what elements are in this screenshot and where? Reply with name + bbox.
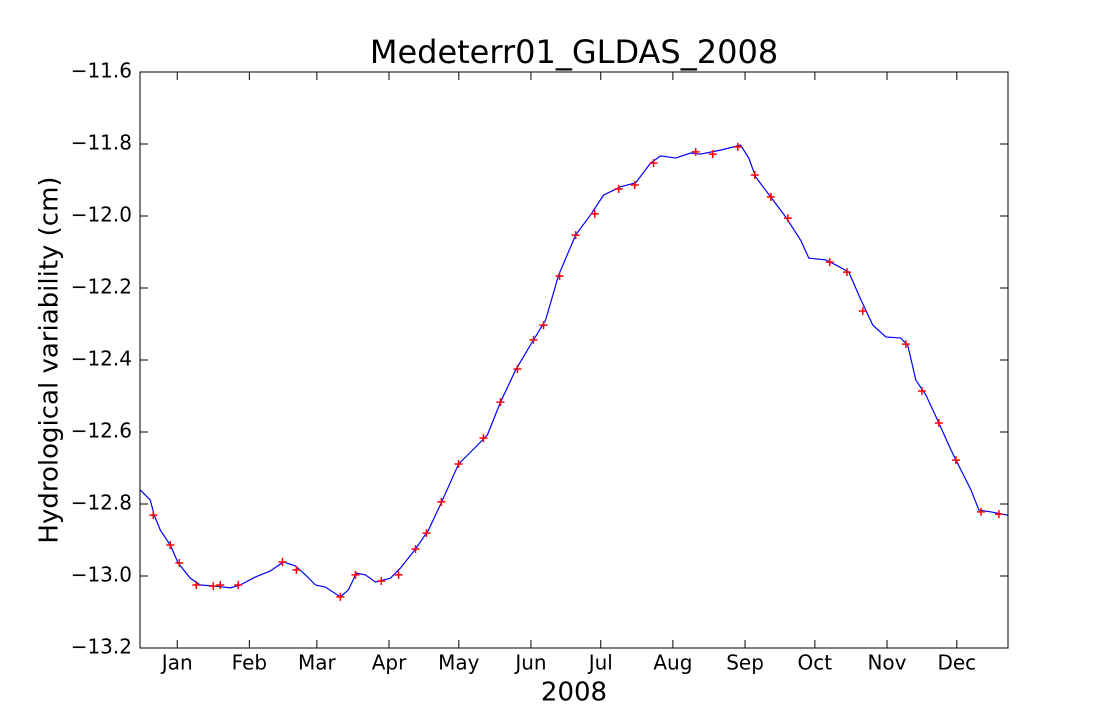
marker	[750, 170, 759, 179]
marker	[614, 185, 623, 193]
line	[139, 144, 1009, 598]
x-axis-label: 2008	[541, 678, 607, 708]
marker	[394, 570, 403, 579]
marker	[649, 159, 658, 168]
marker	[555, 272, 564, 281]
marker	[422, 529, 431, 538]
marker	[149, 511, 158, 520]
x-tick-label: Jan	[160, 651, 193, 675]
x-tick-label: Mar	[298, 651, 337, 675]
x-tick-label: Oct	[798, 651, 833, 675]
x-tick-label: Aug	[653, 651, 692, 675]
marker	[209, 582, 218, 591]
marker	[377, 577, 386, 586]
marker	[571, 231, 580, 240]
marker	[733, 142, 742, 151]
marker	[479, 434, 488, 443]
marker	[858, 307, 867, 316]
y-tick-label: −11.8	[71, 131, 132, 155]
y-tick-label: −12.6	[71, 419, 132, 443]
marker	[292, 565, 301, 574]
marker	[691, 147, 700, 156]
y-axis-label: Hydrological variability (cm)	[35, 176, 65, 543]
marker	[766, 192, 775, 201]
marker	[529, 335, 538, 344]
marker	[901, 340, 910, 349]
x-tick-label: Dec	[937, 651, 976, 675]
marker	[630, 181, 639, 190]
y-tick-label: −12.8	[71, 491, 132, 515]
marker	[708, 150, 717, 159]
x-tick-label: Feb	[232, 651, 267, 675]
marker	[539, 321, 548, 330]
y-tick-label: −13.0	[71, 563, 132, 587]
plot-frame	[139, 71, 1009, 649]
marker	[192, 581, 201, 589]
marker	[783, 214, 792, 223]
x-tick-label: Jun	[513, 651, 546, 675]
marker	[166, 541, 175, 550]
y-tick-label: −13.2	[71, 635, 132, 659]
x-tick-label: Apr	[372, 651, 407, 675]
marker	[825, 258, 834, 267]
chart-title: Medeterr01_GLDAS_2008	[370, 33, 778, 71]
marker	[437, 497, 446, 506]
y-tick-label: −12.0	[71, 203, 132, 227]
x-tick-label: Nov	[867, 651, 906, 675]
marker	[513, 365, 522, 373]
marker	[336, 592, 345, 601]
x-tick-label: Sep	[726, 651, 764, 675]
marker	[411, 545, 420, 553]
marker	[917, 386, 926, 395]
marker	[454, 460, 463, 469]
x-tick-label: Jul	[587, 651, 613, 675]
marker	[842, 268, 851, 277]
y-tick-label: −11.6	[71, 59, 132, 83]
marker	[496, 398, 505, 407]
y-tick-label: −12.4	[71, 347, 132, 371]
marker	[175, 559, 184, 568]
marker	[351, 570, 360, 579]
x-tick-label: May	[438, 651, 480, 675]
marker	[234, 581, 243, 589]
marker	[278, 557, 287, 566]
marker	[994, 510, 1003, 519]
marker	[216, 581, 225, 589]
marker	[590, 209, 599, 218]
y-tick-label: −12.2	[71, 275, 132, 299]
marker	[951, 456, 960, 465]
marker	[977, 507, 986, 516]
marker	[934, 419, 943, 427]
